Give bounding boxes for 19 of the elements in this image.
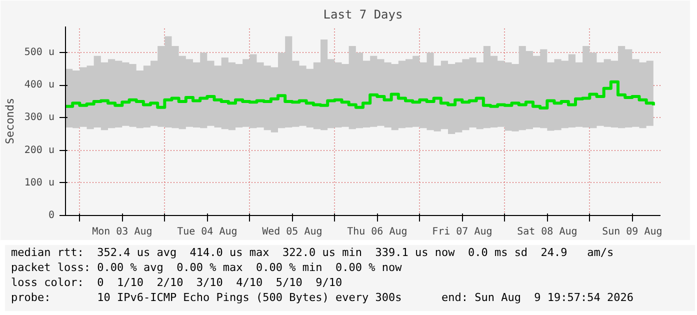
x-tick-label: Mon 03 Aug	[92, 226, 152, 238]
text: median rtt: 352.4 us avg 414.0 us max 322.0 us min 339.1 us now 0.0 ms sd 24.9 am/s	[11, 245, 615, 260]
y-tick-label: 200 u	[24, 144, 55, 156]
text: packet loss: 0.00 % avg 0.00 % max 0.00 % min 0.00 % now	[11, 260, 403, 275]
x-tick-label: Tue 04 Aug	[177, 226, 238, 238]
chart-title: Last 7 Days	[323, 8, 403, 22]
y-axis-title: Seconds	[3, 98, 16, 144]
x-tick-label: Sat 08 Aug	[517, 226, 578, 238]
y-tick-label: 400 u	[24, 80, 55, 91]
text: probe: 10 IPv6-ICMP Echo Pings (500 Bytes) every 300s end: Sun Aug 9 19:57:54 2026	[11, 290, 634, 305]
x-tick-label: Fri 07 Aug	[432, 226, 492, 238]
y-tick-label: 100 u	[24, 177, 55, 188]
x-tick-label: Wed 05 Aug	[262, 226, 322, 238]
y-tick-label: 0	[48, 210, 55, 221]
y-tick-label: 500 u	[24, 47, 55, 58]
text: loss color: 0 1/10 2/10 3/10 4/10 5/10 9/10	[11, 275, 344, 290]
y-tick-label: 300 u	[24, 112, 55, 124]
x-tick-label: Sun 09 Aug	[602, 226, 662, 238]
x-tick-label: Thu 06 Aug	[347, 226, 408, 238]
